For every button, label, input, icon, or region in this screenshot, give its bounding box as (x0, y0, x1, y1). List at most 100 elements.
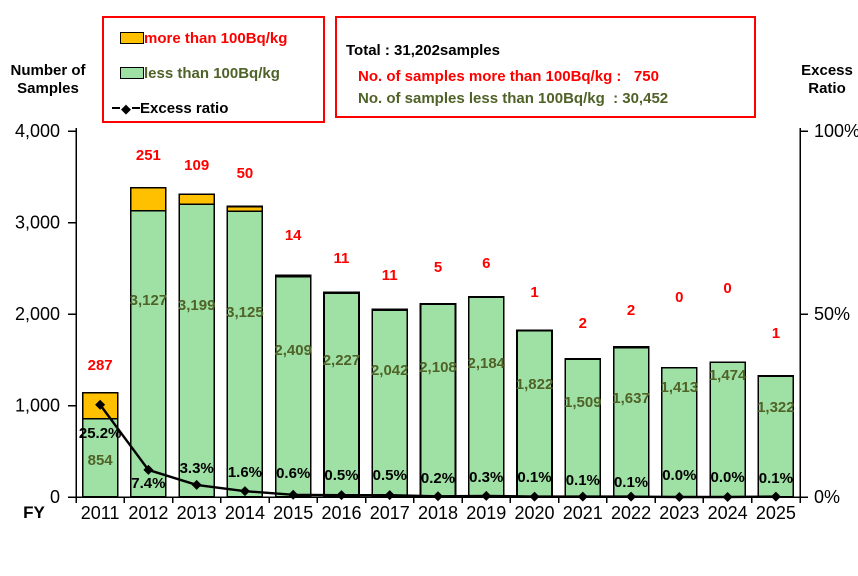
label-ratio-2024: 0.0% (710, 469, 744, 486)
label-more-2015: 14 (285, 227, 302, 244)
label-less-2021: 1,509 (564, 394, 602, 411)
excess-ratio-marker-2017 (384, 490, 395, 501)
label-less-2022: 1,637 (612, 390, 650, 407)
excess-ratio-marker-2015 (288, 489, 299, 500)
excess-ratio-marker-2016 (336, 490, 347, 501)
x-tick-label-2015: 2015 (273, 503, 313, 523)
x-tick-label-2025: 2025 (756, 503, 796, 523)
bar-more-2014 (226, 205, 264, 212)
excess-ratio-marker-2025 (770, 491, 781, 502)
excess-ratio-marker-2013 (191, 479, 202, 490)
excess-ratio-marker-2011 (95, 399, 106, 410)
right-axis-title-line2: Ratio (808, 80, 846, 97)
line-marker-dash-icon (112, 106, 120, 110)
label-more-2024: 0 (723, 280, 731, 297)
label-less-2024: 1,474 (709, 367, 747, 384)
label-more-2022: 2 (627, 302, 635, 319)
bar-less-2014 (226, 210, 264, 498)
x-tick-label-2016: 2016 (321, 503, 361, 523)
label-less-2023: 1,413 (661, 379, 699, 396)
bar-more-2018 (419, 302, 457, 305)
summary-box: Total : 31,202samples No. of samples mor… (335, 16, 756, 118)
excess-ratio-marker-2024 (722, 492, 733, 502)
excess-ratio-marker-2023 (674, 492, 685, 502)
excess-ratio-marker-2019 (481, 490, 492, 501)
label-ratio-2016: 0.5% (324, 467, 358, 484)
label-less-2015: 2,409 (274, 342, 312, 359)
label-ratio-2017: 0.5% (373, 467, 407, 484)
bar-more-2012 (130, 187, 167, 212)
excess-ratio-marker-2012 (143, 464, 154, 475)
bar-more-2017 (371, 308, 409, 311)
label-ratio-2012: 7.4% (131, 475, 165, 492)
label-less-2025: 1,322 (757, 399, 795, 416)
left-axis-tick-label: 2,000 (15, 304, 60, 324)
label-more-2011: 287 (88, 357, 113, 374)
excess-ratio-marker-2014 (239, 486, 250, 497)
bar-less-2015 (274, 275, 312, 498)
right-axis-tick-label: 0% (814, 487, 840, 507)
bar-more-2019 (467, 295, 505, 298)
x-axis-fy-label: FY (23, 503, 45, 522)
x-tick-label-2021: 2021 (563, 503, 603, 523)
x-tick-label-2018: 2018 (418, 503, 458, 523)
label-less-2019: 2,184 (467, 355, 505, 372)
bar-more-2015 (274, 274, 312, 278)
left-axis-title-line1: Number of (10, 62, 86, 79)
diamond-marker-icon: ◆ (121, 100, 131, 116)
excess-ratio-marker-2018 (433, 491, 443, 502)
x-tick-label-2023: 2023 (659, 503, 699, 523)
legend: more than 100Bq/kg less than 100Bq/kg ◆ … (102, 16, 325, 123)
excess-ratio-marker-2020 (529, 491, 540, 502)
legend-item-more-than-100bq: more than 100Bq/kg (120, 27, 287, 49)
label-more-2021: 2 (579, 315, 587, 332)
bar-less-2023 (661, 366, 698, 498)
left-axis-tick-label: 4,000 (15, 121, 60, 141)
label-less-2012: 3,127 (130, 292, 168, 309)
line-marker-dash-icon (132, 106, 140, 110)
x-tick-label-2017: 2017 (370, 503, 410, 523)
right-axis-tick-label: 100% (814, 121, 858, 141)
right-axis-tick-label: 50% (814, 304, 850, 324)
bar-less-2018 (419, 303, 457, 498)
legend-label-less: less than 100Bq/kg (144, 64, 280, 82)
label-less-2014: 3,125 (226, 304, 264, 321)
bar-more-2022 (612, 346, 650, 349)
label-less-2020: 1,822 (516, 376, 554, 393)
label-more-2025: 1 (772, 325, 780, 342)
bar-less-2022 (612, 346, 650, 498)
x-tick-label-2022: 2022 (611, 503, 651, 523)
label-ratio-2022: 0.1% (614, 474, 648, 491)
legend-swatch-less-icon (120, 67, 144, 79)
legend-swatch-more-icon (120, 32, 144, 44)
summary-more-count: No. of samples more than 100Bq/kg : 750 (358, 68, 659, 85)
label-less-2011: 854 (88, 452, 114, 469)
bar-more-2020 (516, 329, 553, 332)
label-more-2012: 251 (136, 147, 161, 164)
bar-less-2019 (467, 296, 505, 498)
label-ratio-2018: 0.2% (421, 470, 455, 487)
label-less-2017: 2,042 (371, 362, 409, 379)
x-tick-label-2024: 2024 (708, 503, 748, 523)
x-tick-label-2020: 2020 (515, 503, 555, 523)
label-ratio-2020: 0.1% (517, 469, 551, 486)
label-more-2018: 5 (434, 259, 442, 276)
summary-less-count: No. of samples less than 100Bq/kg : 30,4… (358, 90, 669, 107)
label-ratio-2011: 25.2% (79, 425, 122, 442)
bar-more-2025 (757, 375, 795, 378)
bar-less-2012 (130, 210, 167, 498)
excess-ratio-marker-2022 (626, 491, 637, 502)
bar-more-2013 (178, 193, 215, 206)
label-more-2017: 11 (382, 267, 398, 284)
x-tick-label-2011: 2011 (81, 503, 120, 523)
right-axis-title: Excess Ratio (796, 62, 858, 98)
label-less-2018: 2,108 (419, 359, 457, 376)
bar-more-2016 (323, 291, 360, 295)
legend-label-excess-ratio: Excess ratio (140, 99, 229, 117)
bar-less-2016 (323, 292, 360, 498)
bar-less-2025 (757, 375, 795, 498)
bar-less-2013 (178, 203, 215, 498)
label-more-2013: 109 (184, 157, 209, 174)
label-ratio-2013: 3.3% (180, 460, 214, 477)
